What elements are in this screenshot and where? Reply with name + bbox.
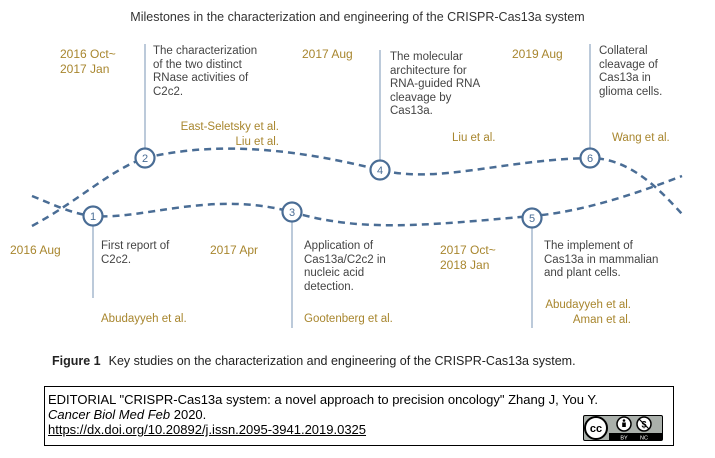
desc-line: Cas13a in xyxy=(599,72,651,84)
milestone-node-1: 1 xyxy=(82,205,104,227)
author-line: Liu et al. xyxy=(452,132,496,144)
citation-line: EDITORIAL "CRISPR-Cas13a system: a novel… xyxy=(48,392,598,407)
date-line: 2017 Apr xyxy=(210,243,259,257)
milestone-node-3: 3 xyxy=(281,201,303,223)
milestone-3-date: 2017 Apr xyxy=(210,243,258,258)
by-icon xyxy=(616,416,632,432)
desc-line: C2c2. xyxy=(101,253,132,266)
svg-text:2: 2 xyxy=(142,153,148,165)
milestone-2-authors: East-Seletsky et al. Liu et al. xyxy=(164,120,279,150)
author-line: Wang et al. xyxy=(612,132,670,144)
date-line: 2019 Aug xyxy=(512,47,563,61)
wave-curve-lower xyxy=(31,174,683,227)
desc-line: The characterization xyxy=(153,45,258,57)
milestone-4-date: 2017 Aug xyxy=(302,47,353,62)
author-line: Abudayyeh et al. xyxy=(545,299,631,311)
milestone-5-date: 2017 Oct~ 2018 Jan xyxy=(440,243,496,273)
milestone-4-authors: Liu et al. xyxy=(452,131,495,146)
citation-year: 2020. xyxy=(170,407,207,422)
cc-by-nc-license-badge[interactable]: cc $ BY NC xyxy=(583,415,663,441)
desc-line: Cas13a. xyxy=(390,105,433,117)
date-line: 2017 Oct~ xyxy=(440,243,496,257)
date-line: 2017 Aug xyxy=(302,47,353,61)
milestone-5-authors: Abudayyeh et al. Aman et al. xyxy=(520,298,631,328)
author-line: Liu et al. xyxy=(235,136,279,148)
desc-line: architecture for xyxy=(390,64,467,77)
nc-label: NC xyxy=(640,435,648,441)
desc-line: The implement of xyxy=(544,240,633,252)
author-line: Aman et al. xyxy=(572,314,631,326)
milestone-1-description: First report of C2c2. xyxy=(101,240,169,267)
milestone-6-authors: Wang et al. xyxy=(612,131,670,146)
milestone-4-description: The molecular architecture for RNA-guide… xyxy=(390,51,480,119)
milestone-6-date: 2019 Aug xyxy=(512,47,563,62)
desc-line: The molecular xyxy=(390,51,463,63)
desc-line: cleavage of xyxy=(599,58,658,71)
doi-link[interactable]: https://dx.doi.org/10.20892/j.issn.2095-… xyxy=(48,422,367,437)
milestone-3-authors: Gootenberg et al. xyxy=(304,312,393,327)
milestone-node-5: 5 xyxy=(521,207,543,229)
milestone-2-description: The characterization of the two distinct… xyxy=(153,45,257,99)
desc-line: cleavage by xyxy=(390,91,452,104)
svg-text:4: 4 xyxy=(377,165,383,177)
desc-line: RNase activities of xyxy=(153,72,249,84)
desc-line: Cas13a/C2c2 in xyxy=(304,253,386,266)
date-line: 2017 Jan xyxy=(60,62,110,76)
desc-line: RNA-guided RNA xyxy=(390,78,481,90)
desc-line: C2c2. xyxy=(153,85,184,98)
caption-text: Key studies on the characterization and … xyxy=(108,354,576,368)
figure-caption: Figure 1 Key studies on the characterizat… xyxy=(52,354,576,368)
nc-icon: $ xyxy=(636,416,652,432)
svg-text:6: 6 xyxy=(587,153,593,165)
desc-line: and plant cells. xyxy=(544,267,621,279)
desc-line: Cas13a in mammalian xyxy=(544,253,659,266)
author-line: Abudayyeh et al. xyxy=(101,313,187,325)
milestone-node-4: 4 xyxy=(369,159,391,181)
desc-line: Collateral xyxy=(599,45,648,57)
date-line: 2016 Oct~ xyxy=(60,47,116,61)
date-line: 2016 Aug xyxy=(10,243,61,257)
desc-line: Application of xyxy=(304,240,374,252)
journal-name: Cancer Biol Med Feb xyxy=(48,407,171,422)
desc-line: detection. xyxy=(304,280,354,293)
desc-line: nucleic acid xyxy=(304,267,365,279)
cc-icon: cc xyxy=(590,423,602,435)
milestone-1-date: 2016 Aug xyxy=(10,243,61,258)
author-line: East-Seletsky et al. xyxy=(180,121,279,133)
timeline-graphic: 1 2 3 4 5 6 xyxy=(31,44,683,328)
svg-text:3: 3 xyxy=(289,207,295,219)
svg-text:5: 5 xyxy=(529,213,535,225)
date-line: 2018 Jan xyxy=(440,258,490,272)
desc-line: First report of xyxy=(101,240,170,252)
milestone-node-6: 6 xyxy=(579,147,601,169)
svg-text:1: 1 xyxy=(90,211,96,223)
author-line: Gootenberg et al. xyxy=(304,313,393,325)
citation-journal-line: Cancer Biol Med Feb 2020. xyxy=(48,407,673,422)
caption-label: Figure 1 xyxy=(52,354,101,368)
milestone-6-description: Collateral cleavage of Cas13a in glioma … xyxy=(599,45,662,99)
citation-box: EDITORIAL "CRISPR-Cas13a system: a novel… xyxy=(44,386,674,446)
by-label: BY xyxy=(620,435,628,441)
milestone-node-2: 2 xyxy=(134,147,156,169)
milestone-2-date: 2016 Oct~ 2017 Jan xyxy=(60,47,116,77)
desc-line: glioma cells. xyxy=(599,85,663,98)
milestone-5-description: The implement of Cas13a in mammalian and… xyxy=(544,240,658,281)
desc-line: of the two distinct xyxy=(153,58,242,71)
milestone-1-authors: Abudayyeh et al. xyxy=(101,312,187,327)
figure-title: Milestones in the characterization and e… xyxy=(130,10,585,24)
milestone-3-description: Application of Cas13a/C2c2 in nucleic ac… xyxy=(304,240,386,294)
